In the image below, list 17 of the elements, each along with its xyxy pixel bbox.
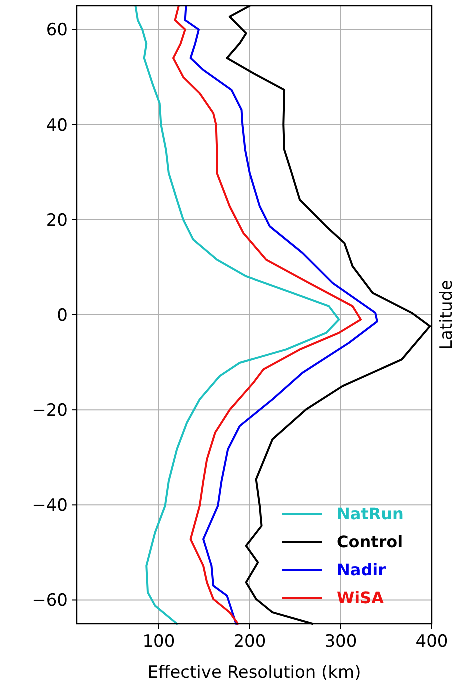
x-tick-label: 400: [416, 632, 448, 652]
legend-label: WiSA: [337, 588, 385, 608]
x-axis-title: Effective Resolution (km): [148, 663, 362, 683]
x-tick-label: 100: [142, 632, 176, 652]
legend-label: NatRun: [337, 504, 404, 524]
y-tick-label: −40: [32, 496, 68, 516]
x-tick-label: 300: [324, 632, 358, 652]
x-tick-label: 200: [234, 632, 266, 652]
y-tick-label: −60: [32, 591, 68, 612]
y-tick-label: 0: [57, 306, 68, 326]
y-tick-label: 40: [46, 116, 68, 136]
y-axis-title: Latitude: [437, 280, 457, 350]
legend-label: Nadir: [337, 560, 386, 580]
y-tick-label: 60: [46, 20, 68, 41]
y-tick-label: 20: [46, 210, 68, 231]
legend-label: Control: [337, 532, 404, 552]
y-tick-label: −20: [32, 401, 68, 422]
